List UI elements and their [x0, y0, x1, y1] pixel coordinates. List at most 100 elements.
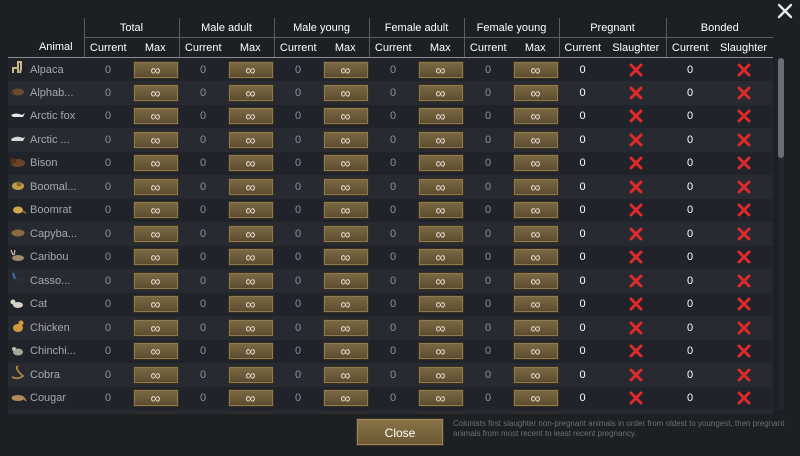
pregnant-slaughter-toggle-icon[interactable]: [629, 321, 643, 335]
male-young-max-button[interactable]: ∞: [322, 248, 369, 267]
female-adult-max-button[interactable]: ∞: [417, 224, 464, 243]
pregnant-slaughter-toggle-icon[interactable]: [629, 297, 643, 311]
male-adult-max-button[interactable]: ∞: [227, 248, 274, 267]
total-max-button[interactable]: ∞: [132, 248, 179, 267]
male-young-max-button[interactable]: ∞: [322, 60, 369, 79]
female-adult-max-button[interactable]: ∞: [417, 107, 464, 126]
male-adult-max-button[interactable]: ∞: [227, 365, 274, 384]
bonded-slaughter-toggle-icon[interactable]: [737, 203, 751, 217]
pregnant-slaughter-toggle-icon[interactable]: [629, 156, 643, 170]
bonded-slaughter-toggle-icon[interactable]: [737, 368, 751, 382]
pregnant-slaughter-toggle-icon[interactable]: [629, 63, 643, 77]
female-young-max-button[interactable]: ∞: [512, 177, 559, 196]
total-max-button[interactable]: ∞: [132, 342, 179, 361]
total-max-button[interactable]: ∞: [132, 295, 179, 314]
female-adult-max-button[interactable]: ∞: [417, 154, 464, 173]
female-young-max-button[interactable]: ∞: [512, 318, 559, 337]
male-adult-max-button[interactable]: ∞: [227, 271, 274, 290]
male-adult-max-button[interactable]: ∞: [227, 60, 274, 79]
male-young-max-button[interactable]: ∞: [322, 130, 369, 149]
female-adult-max-button[interactable]: ∞: [417, 365, 464, 384]
female-young-max-button[interactable]: ∞: [512, 295, 559, 314]
bonded-slaughter-toggle-icon[interactable]: [737, 344, 751, 358]
male-young-max-button[interactable]: ∞: [322, 342, 369, 361]
female-young-max-button[interactable]: ∞: [512, 271, 559, 290]
female-young-max-button[interactable]: ∞: [512, 389, 559, 408]
female-young-max-button[interactable]: ∞: [512, 224, 559, 243]
female-adult-max-button[interactable]: ∞: [417, 412, 464, 414]
female-young-max-button[interactable]: ∞: [512, 130, 559, 149]
pregnant-slaughter-toggle-icon[interactable]: [629, 368, 643, 382]
total-max-button[interactable]: ∞: [132, 201, 179, 220]
bonded-slaughter-toggle-icon[interactable]: [737, 86, 751, 100]
female-young-max-button[interactable]: ∞: [512, 412, 559, 414]
total-max-button[interactable]: ∞: [132, 130, 179, 149]
bonded-slaughter-toggle-icon[interactable]: [737, 133, 751, 147]
total-max-button[interactable]: ∞: [132, 318, 179, 337]
female-young-max-button[interactable]: ∞: [512, 107, 559, 126]
male-adult-max-button[interactable]: ∞: [227, 130, 274, 149]
pregnant-slaughter-toggle-icon[interactable]: [629, 344, 643, 358]
male-adult-max-button[interactable]: ∞: [227, 83, 274, 102]
pregnant-slaughter-toggle-icon[interactable]: [629, 250, 643, 264]
female-adult-max-button[interactable]: ∞: [417, 201, 464, 220]
total-max-button[interactable]: ∞: [132, 177, 179, 196]
male-adult-max-button[interactable]: ∞: [227, 224, 274, 243]
close-icon[interactable]: [776, 2, 794, 20]
male-young-max-button[interactable]: ∞: [322, 154, 369, 173]
male-young-max-button[interactable]: ∞: [322, 107, 369, 126]
bonded-slaughter-toggle-icon[interactable]: [737, 227, 751, 241]
female-adult-max-button[interactable]: ∞: [417, 130, 464, 149]
female-young-max-button[interactable]: ∞: [512, 83, 559, 102]
female-young-max-button[interactable]: ∞: [512, 365, 559, 384]
male-adult-max-button[interactable]: ∞: [227, 107, 274, 126]
bonded-slaughter-toggle-icon[interactable]: [737, 274, 751, 288]
total-max-button[interactable]: ∞: [132, 365, 179, 384]
female-adult-max-button[interactable]: ∞: [417, 60, 464, 79]
female-adult-max-button[interactable]: ∞: [417, 248, 464, 267]
male-young-max-button[interactable]: ∞: [322, 177, 369, 196]
total-max-button[interactable]: ∞: [132, 412, 179, 414]
female-adult-max-button[interactable]: ∞: [417, 295, 464, 314]
bonded-slaughter-toggle-icon[interactable]: [737, 156, 751, 170]
male-adult-max-button[interactable]: ∞: [227, 412, 274, 414]
total-max-button[interactable]: ∞: [132, 60, 179, 79]
male-young-max-button[interactable]: ∞: [322, 412, 369, 414]
pregnant-slaughter-toggle-icon[interactable]: [629, 86, 643, 100]
bonded-slaughter-toggle-icon[interactable]: [737, 391, 751, 405]
male-adult-max-button[interactable]: ∞: [227, 154, 274, 173]
total-max-button[interactable]: ∞: [132, 107, 179, 126]
total-max-button[interactable]: ∞: [132, 83, 179, 102]
male-young-max-button[interactable]: ∞: [322, 295, 369, 314]
male-young-max-button[interactable]: ∞: [322, 224, 369, 243]
female-young-max-button[interactable]: ∞: [512, 154, 559, 173]
male-young-max-button[interactable]: ∞: [322, 271, 369, 290]
male-adult-max-button[interactable]: ∞: [227, 177, 274, 196]
male-young-max-button[interactable]: ∞: [322, 318, 369, 337]
male-adult-max-button[interactable]: ∞: [227, 201, 274, 220]
scrollbar-track[interactable]: [778, 58, 784, 410]
female-young-max-button[interactable]: ∞: [512, 342, 559, 361]
pregnant-slaughter-toggle-icon[interactable]: [629, 133, 643, 147]
female-young-max-button[interactable]: ∞: [512, 60, 559, 79]
bonded-slaughter-toggle-icon[interactable]: [737, 321, 751, 335]
pregnant-slaughter-toggle-icon[interactable]: [629, 227, 643, 241]
female-adult-max-button[interactable]: ∞: [417, 389, 464, 408]
male-young-max-button[interactable]: ∞: [322, 83, 369, 102]
scrollbar-thumb[interactable]: [778, 58, 784, 158]
female-adult-max-button[interactable]: ∞: [417, 177, 464, 196]
total-max-button[interactable]: ∞: [132, 389, 179, 408]
female-young-max-button[interactable]: ∞: [512, 248, 559, 267]
total-max-button[interactable]: ∞: [132, 154, 179, 173]
pregnant-slaughter-toggle-icon[interactable]: [629, 274, 643, 288]
header-animal[interactable]: Animal: [38, 41, 73, 54]
male-adult-max-button[interactable]: ∞: [227, 318, 274, 337]
female-young-max-button[interactable]: ∞: [512, 201, 559, 220]
bonded-slaughter-toggle-icon[interactable]: [737, 109, 751, 123]
bonded-slaughter-toggle-icon[interactable]: [737, 250, 751, 264]
male-adult-max-button[interactable]: ∞: [227, 295, 274, 314]
male-young-max-button[interactable]: ∞: [322, 201, 369, 220]
pregnant-slaughter-toggle-icon[interactable]: [629, 180, 643, 194]
pregnant-slaughter-toggle-icon[interactable]: [629, 391, 643, 405]
female-adult-max-button[interactable]: ∞: [417, 342, 464, 361]
